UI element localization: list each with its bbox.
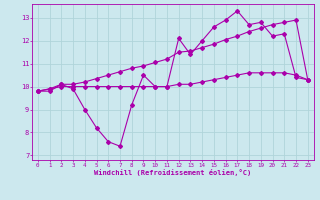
X-axis label: Windchill (Refroidissement éolien,°C): Windchill (Refroidissement éolien,°C) [94, 169, 252, 176]
